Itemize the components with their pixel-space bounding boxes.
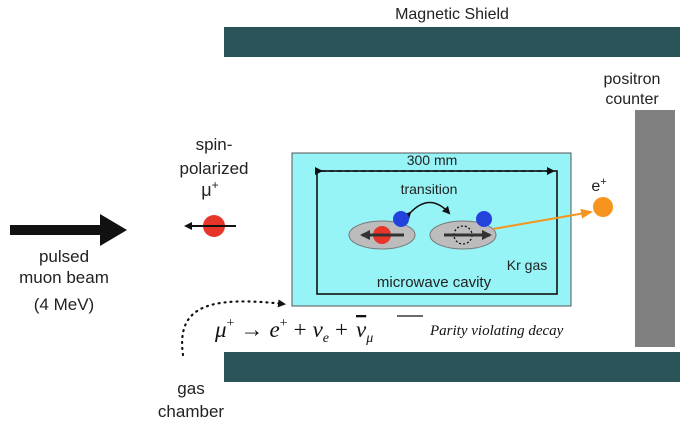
- eq-plus-2: +: [335, 317, 348, 342]
- beam-label-line2: muon beam: [19, 268, 109, 287]
- spin-polarized-label-line2: polarized: [180, 159, 249, 178]
- magnetic-shield-bottom: [224, 352, 680, 382]
- positron-counter-label-line1: positron: [604, 71, 661, 88]
- positron-label: e+: [591, 176, 606, 195]
- positron: [593, 197, 613, 217]
- transition-label: transition: [401, 181, 458, 197]
- muon-label: μ+: [201, 178, 218, 200]
- eq-muon: μ: [214, 317, 227, 342]
- eq-electron-neutrino: ν: [313, 317, 324, 342]
- eq-positron: e: [269, 317, 279, 342]
- eq-muon-sup: +: [227, 316, 235, 331]
- muonium-1-electron: [393, 211, 409, 227]
- gas-chamber-pointer: [181, 299, 286, 357]
- positron-charge: +: [600, 176, 606, 188]
- kr-gas-label: Kr gas: [507, 257, 547, 273]
- positron-trajectory: [492, 208, 593, 230]
- cavity-length-label: 300 mm: [407, 152, 458, 168]
- positron-symbol: e: [591, 178, 600, 195]
- positron-counter: [635, 110, 675, 347]
- eq-arrow: →: [240, 317, 263, 342]
- eq-positron-sup: +: [280, 316, 288, 331]
- magnetic-shield-top: [224, 27, 680, 57]
- eq-muon-antineutrino-sub: μ: [365, 331, 373, 346]
- beam-label-line1: pulsed: [39, 247, 89, 266]
- gas-chamber-label-line2: chamber: [158, 402, 224, 421]
- gas-chamber-label-line1: gas: [177, 379, 204, 398]
- muon-symbol: μ: [201, 180, 211, 200]
- magnetic-shield-label: Magnetic Shield: [395, 6, 509, 23]
- transition-arrow: [402, 201, 451, 221]
- spin-polarized-label-line1: spin-: [196, 135, 233, 154]
- microwave-cavity-label: microwave cavity: [377, 274, 492, 291]
- muon-charge: +: [212, 178, 219, 192]
- decay-equation: μ+ → e+ + νe + νμ: [214, 316, 373, 346]
- beam-energy-label: (4 MeV): [34, 295, 94, 314]
- parity-violating-decay-label: Parity violating decay: [429, 323, 564, 339]
- eq-plus-1: +: [294, 317, 307, 342]
- muonium-2-electron: [476, 211, 492, 227]
- eq-electron-neutrino-sub: e: [323, 331, 329, 346]
- positron-counter-label-line2: counter: [605, 91, 659, 108]
- beam-arrow: [10, 214, 127, 246]
- cavity-region: [291, 152, 572, 307]
- eq-muon-antineutrino: ν: [356, 317, 367, 342]
